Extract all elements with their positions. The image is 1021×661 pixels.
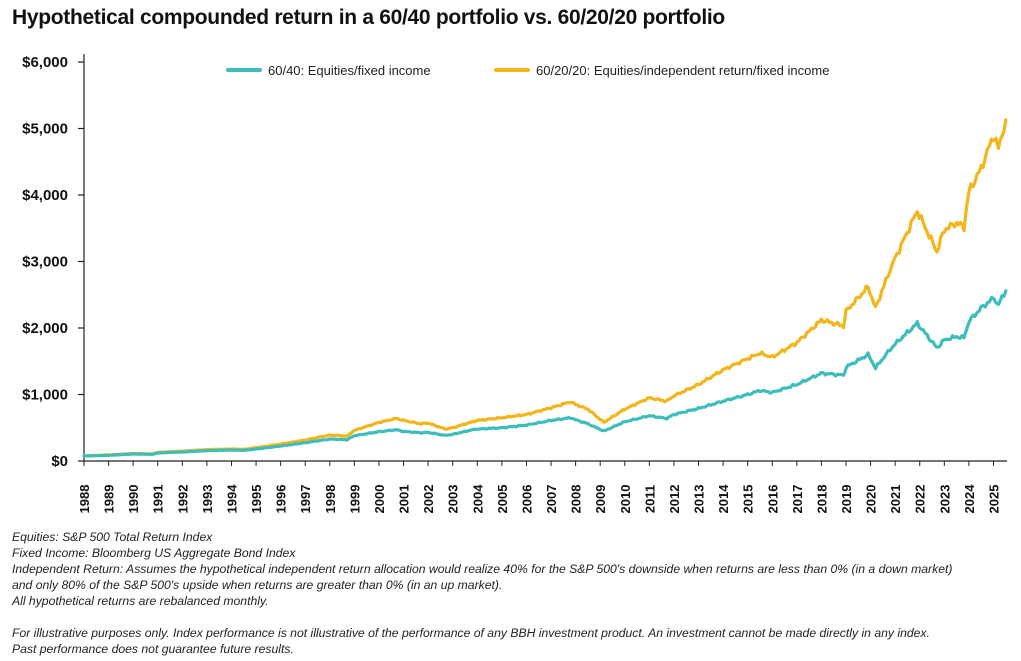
x-tick-label: 1993	[200, 485, 215, 514]
x-tick-label: 2018	[814, 485, 829, 514]
disclaimer-illustrative: For illustrative purposes only. Index pe…	[12, 626, 930, 640]
note-fixed-income: Fixed Income: Bloomberg US Aggregate Bon…	[12, 546, 296, 560]
legend: 60/40: Equities/fixed income 60/20/20: Eq…	[226, 63, 829, 78]
x-tick-label: 1994	[224, 484, 239, 514]
x-tick-label: 1990	[126, 485, 141, 514]
x-tick-label: 1989	[102, 485, 117, 514]
note-equities: Equities: S&P 500 Total Return Index	[12, 530, 213, 544]
y-tick-label: $1,000	[22, 387, 68, 404]
x-tick-label: 1995	[249, 485, 264, 514]
x-tick-label: 1988	[77, 485, 92, 514]
series-line-60-20-20	[82, 118, 1008, 458]
legend-label: 60/40: Equities/fixed income	[268, 63, 431, 78]
legend-label: 60/20/20: Equities/independent return/fi…	[536, 63, 829, 78]
x-tick-label: 1991	[151, 485, 166, 514]
x-tick-label: 1992	[175, 485, 190, 514]
y-tick-label: $5,000	[22, 121, 68, 138]
x-tick-label: 2023	[937, 485, 952, 514]
note-independent-return: Independent Return: Assumes the hypothet…	[12, 562, 953, 576]
x-tick-label: 2019	[839, 485, 854, 514]
x-tick-label: 2011	[642, 485, 657, 513]
chart-title: Hypothetical compounded return in a 60/4…	[12, 6, 725, 29]
x-tick-label: 2025	[986, 485, 1001, 514]
footnotes: Equities: S&P 500 Total Return Index Fix…	[12, 529, 1012, 657]
x-tick-label: 2020	[864, 485, 879, 514]
x-tick-label: 2012	[667, 485, 682, 514]
x-tick-label: 2006	[519, 485, 534, 514]
x-tick-label: 2014	[716, 484, 731, 514]
series-lines	[82, 118, 1008, 458]
x-tick-label: 2009	[593, 485, 608, 514]
x-tick-label: 2003	[446, 485, 461, 514]
x-axis: 1988 1989 1990 1991 1992 1993 1994 1995 1996 1997…	[77, 460, 1007, 514]
disclaimer-past-performance: Past performance does not guarantee futu…	[12, 642, 294, 656]
x-tick-label: 2001	[397, 485, 412, 514]
note-rebalanced: All hypothetical returns are rebalanced …	[12, 594, 269, 608]
x-tick-label: 2013	[692, 485, 707, 514]
x-tick-label: 2002	[421, 485, 436, 514]
x-tick-label: 2008	[569, 485, 584, 514]
y-axis: $0 $1,000 $2,000 $3,000 $4,000 $5,000 $6,000	[22, 54, 85, 470]
x-tick-label: 1999	[347, 485, 362, 514]
line-chart: $0 $1,000 $2,000 $3,000 $4,000 $5,000 $6,000 1…	[22, 54, 1008, 514]
y-tick-label: $3,000	[22, 254, 68, 271]
series-line-60-40	[82, 289, 1008, 458]
x-tick-label: 2015	[741, 485, 756, 514]
x-tick-label: 2024	[962, 484, 977, 514]
x-tick-label: 2021	[888, 485, 903, 514]
x-tick-label: 2017	[790, 485, 805, 514]
y-tick-label: $6,000	[22, 54, 68, 71]
note-independent-return-cont: and only 80% of the S&P 500's upside whe…	[12, 578, 503, 592]
x-tick-label: 2022	[913, 485, 928, 514]
x-tick-label: 1998	[323, 485, 338, 514]
y-tick-label: $0	[51, 453, 68, 470]
x-tick-label: 2005	[495, 485, 510, 514]
x-tick-label: 2004	[470, 484, 485, 514]
x-tick-label: 2016	[765, 485, 780, 514]
x-tick-label: 1996	[274, 485, 289, 514]
x-tick-label: 2007	[544, 485, 559, 514]
x-tick-label: 1997	[298, 485, 313, 514]
x-tick-label: 2000	[372, 485, 387, 514]
y-tick-label: $2,000	[22, 320, 68, 337]
x-tick-label: 2010	[618, 485, 633, 514]
y-tick-label: $4,000	[22, 187, 68, 204]
